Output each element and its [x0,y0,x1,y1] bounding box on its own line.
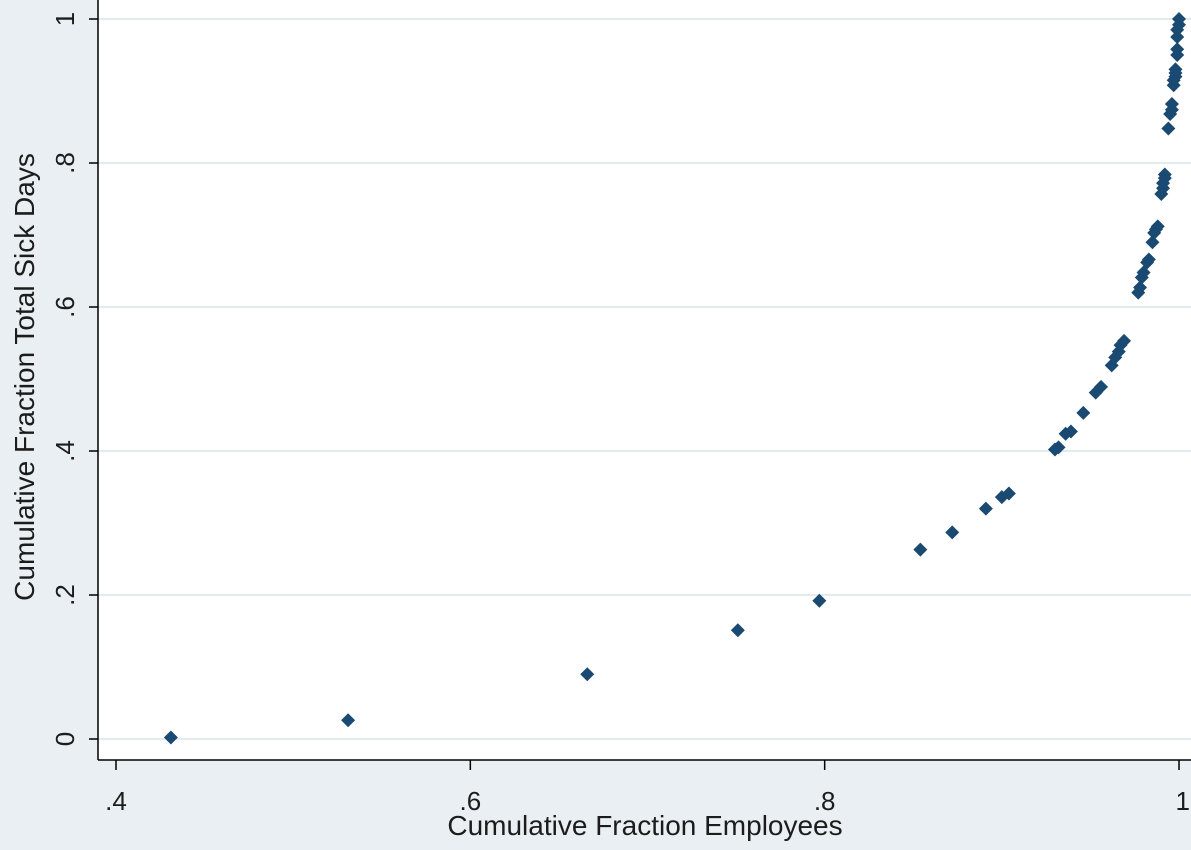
y-tick-label: 0 [50,732,80,746]
data-point [1117,333,1132,348]
y-tick-label: .8 [50,152,80,174]
x-tick-label: .8 [814,786,836,816]
data-point [580,667,595,682]
x-tick-label: 1 [1176,786,1190,816]
x-tick-label: .4 [105,786,127,816]
data-point [341,713,356,728]
data-point [1001,486,1016,501]
y-tick-label: .6 [50,296,80,318]
x-axis-title: Cumulative Fraction Employees [447,810,842,841]
y-ticks: 0 .2 .4 .6 .8 1 [50,12,98,746]
axes [97,0,1191,761]
data-point [1170,42,1185,57]
plot-area [98,0,1191,760]
x-ticks: .4 .6 .8 1 [105,760,1190,816]
data-point [1063,424,1078,439]
y-tick-label: .2 [50,584,80,606]
data-point [945,525,960,540]
data-points [163,12,1186,745]
y-tick-label: 1 [50,12,80,26]
data-point [1150,219,1165,234]
data-point [1168,62,1183,77]
gridlines [98,18,1191,740]
y-tick-label: .4 [50,440,80,462]
data-point [1170,30,1185,44]
data-point [913,542,928,557]
data-point [1076,405,1091,420]
data-point [1141,252,1156,267]
data-point [1145,235,1160,250]
data-point [812,593,827,608]
x-tick-label: .6 [459,786,481,816]
data-point [978,501,993,516]
data-point [1051,440,1066,455]
data-point [1094,379,1109,394]
data-point [163,730,178,745]
data-point [1161,121,1176,136]
data-point [730,623,745,638]
data-point [1133,280,1148,295]
data-point [1172,12,1186,26]
y-axis-title: Cumulative Fraction Total Sick Days [9,153,40,601]
data-point [1157,167,1172,182]
data-point [1164,96,1179,111]
